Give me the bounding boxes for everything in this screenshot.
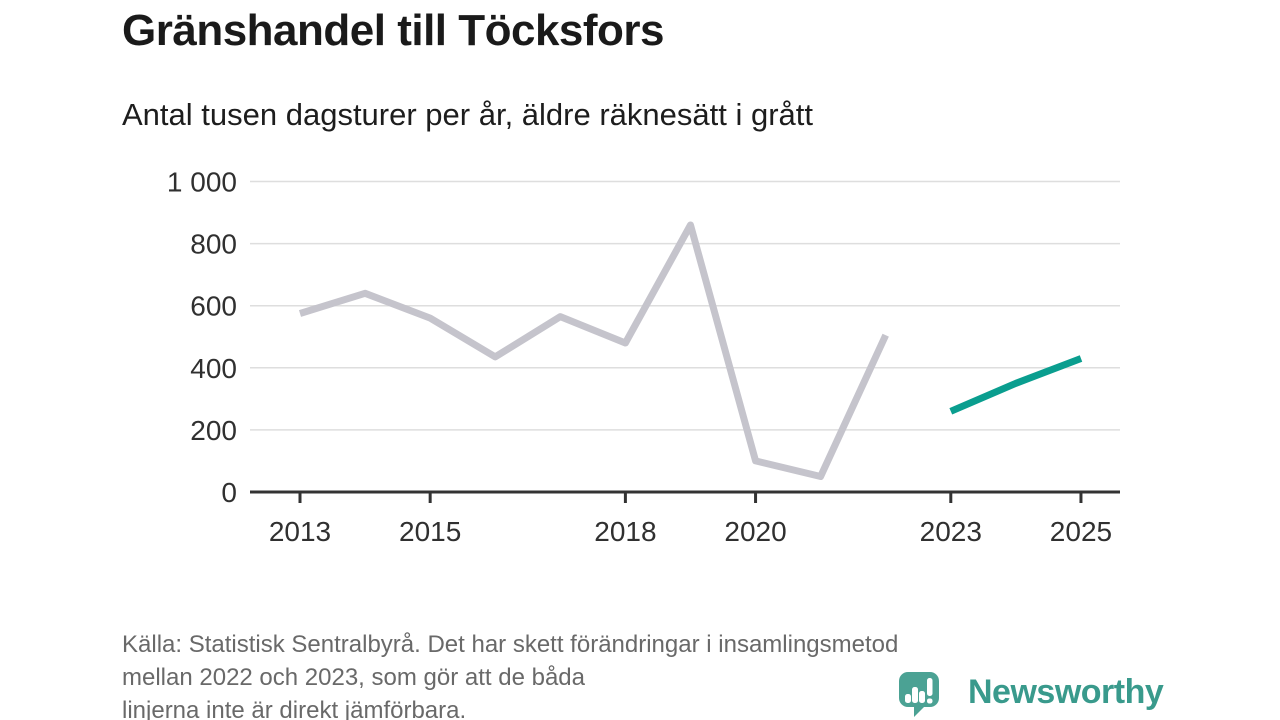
x-tick-label: 2018: [594, 516, 656, 547]
y-tick-label: 600: [190, 291, 237, 322]
source-note-line: linjerna inte är direkt jämförbara.: [122, 697, 467, 720]
y-tick-label: 200: [190, 415, 237, 446]
x-tick-label: 2015: [399, 516, 461, 547]
y-tick-label: 0: [221, 477, 237, 508]
series-line-old-method: [298, 221, 889, 480]
y-tick-label: 800: [190, 229, 237, 260]
source-note: Källa: Statistisk Sentralbyrå. Det har s…: [122, 628, 898, 720]
page-title: Gränshandel till Töcksfors: [122, 6, 665, 55]
x-tick-label: 2023: [920, 516, 982, 547]
source-note-line: Källa: Statistisk Sentralbyrå. Det har s…: [122, 631, 899, 658]
chart-subtitle: Antal tusen dagsturer per år, äldre räkn…: [122, 97, 813, 132]
newsworthy-wordmark: Newsworthy: [968, 673, 1164, 711]
newsworthy-logo: Newsworthy: [897, 671, 1164, 720]
y-tick-label: 1 000: [167, 167, 237, 198]
x-tick-label: 2025: [1050, 516, 1112, 547]
series-line-new-method: [949, 355, 1083, 415]
x-tick-label: 2013: [269, 516, 331, 547]
x-tick-label: 2020: [724, 516, 786, 547]
source-note-line: mellan 2022 och 2023, som gör att de båd…: [122, 664, 585, 691]
y-tick-label: 400: [190, 353, 237, 384]
newsworthy-bubble-chart-icon: [899, 672, 939, 717]
